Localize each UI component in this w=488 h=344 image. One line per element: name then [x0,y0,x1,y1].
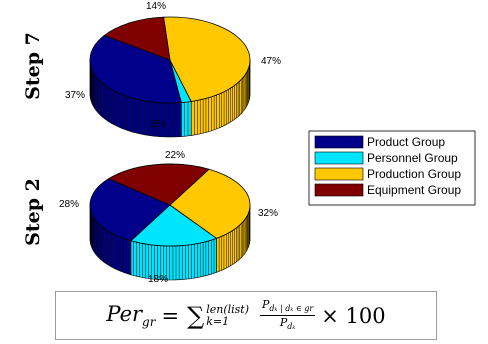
formula-lhs: Pergr [106,302,156,329]
pct-label: 28% [59,199,79,210]
pct-label: 32% [258,208,278,219]
pct-label: 37% [65,90,85,101]
legend-swatch [314,135,364,149]
pct-label: 14% [146,1,166,12]
pie-slice-2-production-group [169,168,251,239]
legend-swatch [314,151,364,165]
legend-label: Product Group [367,135,445,149]
legend-swatch [314,167,364,181]
pie-side-1-1 [181,101,192,137]
formula-multiplier: 100 [345,303,386,328]
pie-slice-1-production-group [163,16,251,102]
pct-label: 22% [165,150,185,161]
legend-label: Equipment Group [367,183,461,197]
legend-swatch [314,183,364,197]
summation-symbol: ∑ [187,301,205,330]
pie-slice-2-product-group [89,178,171,242]
legend-label: Production Group [367,167,461,181]
pie-slice-2-equipment-group [107,163,210,206]
step-label: Step 7 [22,32,44,100]
pct-label: 18% [148,274,168,285]
pie-slice-1-equipment-group [103,16,171,61]
summation-limits: len(list) k=1 [206,302,250,328]
pie-slice-2-personnel-group [130,204,218,247]
formula: Pergr = ∑ len(list) k=1 Pdₖ | dₖ ∈ gr Pd… [55,291,437,340]
pct-label: 47% [261,56,281,67]
pct-label: 2% [151,119,166,130]
pie-slice-1-product-group [89,34,182,104]
legend-label: Personnel Group [367,151,458,165]
formula-fraction: Pdₖ | dₖ ∈ gr Pdₖ [260,298,316,331]
step-label: Step 2 [22,178,44,246]
